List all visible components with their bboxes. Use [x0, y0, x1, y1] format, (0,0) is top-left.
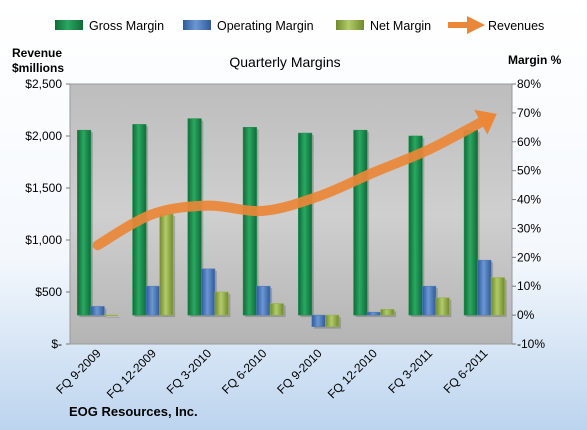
gross-margin-bar	[77, 129, 92, 316]
operating-margin-bar	[256, 285, 271, 316]
operating-margin-bar	[90, 306, 105, 316]
right-tick-label: 70%	[517, 106, 541, 120]
line-layer	[92, 109, 497, 251]
revenues-arrowhead	[474, 109, 497, 135]
right-tick-label: 40%	[517, 193, 541, 207]
y-left-label-line2: $millions	[12, 61, 64, 75]
x-tick-label: FQ 6-2011	[441, 346, 491, 396]
legend: Gross Margin Operating Margin Net Margin…	[55, 16, 544, 34]
x-tick-label: FQ 9-2010	[274, 346, 325, 397]
chart-title: Quarterly Margins	[229, 54, 340, 70]
left-tick-label: $500	[35, 285, 62, 299]
company-footer: EOG Resources, Inc.	[69, 404, 198, 419]
gross-margin-bar	[353, 129, 368, 316]
right-tick-label: 10%	[517, 279, 541, 293]
operating-margin-bar	[201, 268, 216, 316]
bars-layer	[77, 118, 507, 329]
left-tick-label: $-	[51, 337, 62, 351]
left-tick-label: $2,000	[25, 129, 62, 143]
gross-margin-bar	[242, 127, 257, 316]
left-tick-label: $1,500	[25, 181, 62, 195]
legend-label-gross-margin: Gross Margin	[89, 19, 164, 33]
x-tick-label: FQ 12-2009	[104, 346, 159, 401]
net-margin-bar-shadow	[106, 317, 120, 318]
right-axis: -10% 0% 10% 20% 30% 40% 50% 60% 70% 80%	[512, 77, 545, 351]
net-margin-bar	[159, 213, 174, 316]
gross-margin-bar	[298, 132, 313, 316]
right-tick-label: 50%	[517, 164, 541, 178]
right-tick-label: 30%	[517, 221, 541, 235]
net-margin-bar	[435, 297, 450, 316]
operating-margin-bar	[145, 285, 160, 316]
right-tick-label: 20%	[517, 250, 541, 264]
gross-margin-bar	[408, 135, 423, 316]
net-margin-bar	[104, 314, 119, 317]
x-tick-label: FQ 9-2009	[53, 346, 104, 397]
net-margin-bar	[325, 314, 340, 327]
y-right-label: Margin %	[508, 53, 562, 67]
gross-margin-bar	[187, 118, 202, 316]
right-tick-label: 0%	[517, 308, 535, 322]
legend-label-operating-margin: Operating Margin	[217, 19, 314, 33]
x-tick-label: FQ 12-2010	[325, 346, 380, 401]
legend-label-net-margin: Net Margin	[370, 19, 431, 33]
legend-swatch-operating-margin	[183, 20, 211, 30]
operating-margin-bar-shadow	[369, 314, 383, 318]
left-tick-label: $1,000	[25, 233, 62, 247]
right-tick-label: -10%	[517, 337, 545, 351]
operating-margin-bar	[366, 311, 381, 316]
net-margin-bar	[269, 303, 284, 316]
left-tick-label: $2,500	[25, 77, 62, 91]
right-tick-label: 60%	[517, 135, 541, 149]
operating-margin-bar	[422, 285, 437, 316]
y-left-label-line1: Revenue	[12, 46, 62, 60]
net-margin-bar	[490, 277, 505, 316]
revenues-line	[92, 115, 490, 251]
legend-label-revenues: Revenues	[488, 19, 544, 33]
x-tick-label: FQ 3-2011	[385, 346, 435, 396]
x-tick-label: FQ 3-2010	[164, 346, 215, 397]
x-axis: FQ 9-2009 FQ 12-2009 FQ 3-2010 FQ 6-2010 FQ …	[53, 346, 490, 401]
gross-margin-bar	[463, 129, 478, 316]
right-tick-label: 80%	[517, 77, 541, 91]
operating-margin-bar	[477, 259, 492, 316]
legend-swatch-gross-margin	[55, 20, 83, 30]
x-tick-label: FQ 6-2010	[219, 346, 270, 397]
net-margin-bar	[380, 309, 395, 316]
legend-swatch-net-margin	[336, 20, 364, 30]
operating-margin-bar	[311, 314, 326, 327]
net-margin-bar	[214, 291, 229, 316]
left-axis: $- $500 $1,000 $1,500 $2,000 $2,500	[25, 77, 70, 351]
